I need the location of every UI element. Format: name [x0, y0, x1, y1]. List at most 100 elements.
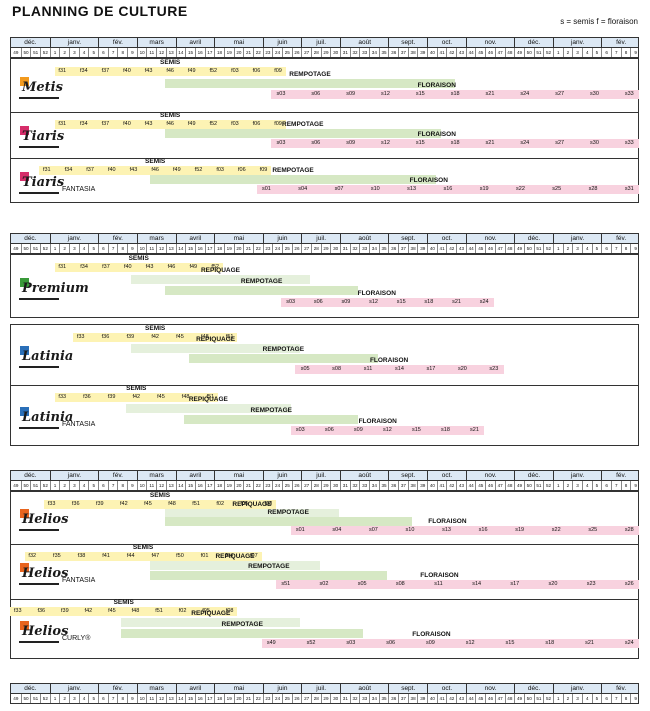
week-cell: 44: [465, 48, 476, 57]
week-cell: 30: [330, 481, 340, 490]
flowering-week-label: s16: [443, 185, 453, 192]
sowing-week-label: f43: [129, 167, 138, 173]
week-cell: 18: [214, 694, 224, 703]
flowering-week-label: s49: [266, 640, 276, 647]
sowing-week-label: f45: [176, 334, 184, 340]
week-cell: 30: [330, 244, 340, 253]
week-cell: 2: [59, 694, 69, 703]
week-cell: 12: [156, 481, 166, 490]
month-cell: nov.: [465, 234, 514, 244]
flowering-week-label: s21: [485, 139, 495, 146]
week-cell: 18: [214, 48, 224, 57]
logo-square-icon: [20, 509, 29, 518]
week-header: 49 50 51 52 1 2 3 4 5 6 7 8 9 10 11 12 13 14 15 16 17 18 19 20 2…: [10, 481, 639, 491]
flowering-week-label: s15: [415, 91, 425, 98]
week-cell: 3: [572, 694, 582, 703]
week-cell: 41: [436, 244, 447, 253]
month-cell: mars: [136, 471, 176, 481]
week-cell: 5: [591, 48, 602, 57]
month-header: déc. janv. fév. mars avril mai juin juil. août se…: [10, 683, 639, 694]
phase-label-rempotage: REMPOTAGE: [250, 407, 292, 414]
week-cell: 26: [291, 48, 302, 57]
week-cell: 47: [494, 694, 505, 703]
week-cell: 2: [59, 481, 69, 490]
phase-label-rempotage: REMPOTAGE: [289, 70, 331, 78]
phase-label-repiquage: REPIQUAGE: [232, 500, 272, 508]
month-cell: fév.: [601, 471, 640, 481]
month-cell: déc.: [514, 234, 553, 244]
flowering-week-label: s19: [515, 526, 525, 533]
phase-bar-rempotage: [121, 628, 364, 638]
week-cell: 49: [514, 694, 524, 703]
week-cell: 4: [581, 244, 592, 253]
flowering-week-label: s13: [407, 185, 417, 192]
week-cell: 11: [146, 48, 156, 57]
sowing-week-label: f48: [201, 334, 209, 340]
week-header: 49 50 51 52 1 2 3 4 5 6 7 8 9 10 11 12 13 14 15 16 17 18 19 20 2…: [10, 48, 639, 58]
phase-label-semis: SEMIS: [149, 492, 171, 499]
week-cell: 36: [388, 244, 398, 253]
month-cell: janv.: [552, 684, 601, 694]
week-cell: 7: [610, 48, 621, 57]
week-cell: 9: [630, 48, 640, 57]
week-cell: 11: [146, 694, 156, 703]
week-cell: 16: [194, 481, 205, 490]
sowing-week-label: f45: [157, 394, 165, 400]
week-header: 49 50 51 52 1 2 3 4 5 6 7 8 9 10 11 12 13 14 15 16 17 18 19 20 2…: [10, 694, 639, 704]
week-cell: 19: [223, 48, 234, 57]
sowing-week-label: f42: [151, 334, 159, 340]
month-cell: juin: [262, 471, 302, 481]
week-cell: 4: [78, 481, 89, 490]
sowing-week-label: f06: [252, 68, 261, 74]
variety-suffix: FANTASIA: [62, 186, 96, 193]
sowing-week-label: f36: [83, 394, 91, 400]
week-cell: 26: [291, 481, 302, 490]
week-cell: 28: [310, 48, 321, 57]
flowering-week-label: s10: [370, 185, 380, 192]
week-cell: 52: [543, 48, 553, 57]
flowering-week-label: s28: [624, 526, 634, 533]
week-cell: 6: [98, 481, 108, 490]
phase-bar-rempotage: [184, 415, 359, 424]
week-cell: 7: [610, 694, 621, 703]
week-cell: 49: [514, 481, 524, 490]
phase-label-repiquage: REPIQUAGE: [200, 266, 240, 274]
flowering-week-label: s30: [590, 139, 599, 146]
week-cell: 51: [30, 48, 40, 57]
week-cell: 40: [427, 481, 437, 490]
month-cell: août: [340, 684, 388, 694]
phase-bar-floraison: [261, 639, 639, 649]
flowering-week-label: s23: [489, 365, 499, 372]
sowing-week-label: f45: [144, 501, 152, 507]
phase-label-semis: SEMIS: [160, 59, 181, 66]
month-cell: fév.: [601, 38, 640, 48]
logo-underline: [19, 192, 59, 194]
week-cell: 7: [107, 244, 118, 253]
flowering-week-label: s06: [324, 427, 334, 433]
month-cell: déc.: [24, 685, 37, 692]
sowing-week-label: f51: [206, 394, 215, 400]
variety-suffix: CURLY®: [62, 634, 91, 642]
week-cell: 50: [523, 48, 534, 57]
phase-bar-floraison: [280, 297, 494, 307]
week-cell: 40: [427, 244, 437, 253]
variety-logo: Latinia: [16, 344, 73, 370]
phase-bar-rempotage: [164, 78, 456, 88]
week-cell: 20: [233, 48, 244, 57]
week-cell: 34: [369, 48, 379, 57]
week-cell: 5: [88, 48, 98, 57]
sowing-week-label: f52: [194, 167, 203, 173]
flowering-week-label: s03: [346, 640, 356, 647]
week-cell: 32: [349, 694, 360, 703]
week-cell: 52: [543, 244, 553, 253]
sowing-week-label: f02: [216, 501, 225, 507]
week-cell: 37: [398, 48, 408, 57]
sowing-week-label: f32: [28, 553, 37, 559]
week-cell: 49: [13, 246, 19, 251]
sowing-week-label: f31: [58, 68, 67, 74]
month-cell: juil.: [301, 234, 340, 244]
sowing-week-label: f41: [102, 553, 110, 559]
month-cell: août: [340, 471, 388, 481]
week-cell: 25: [281, 48, 292, 57]
logo-underline: [19, 96, 59, 99]
